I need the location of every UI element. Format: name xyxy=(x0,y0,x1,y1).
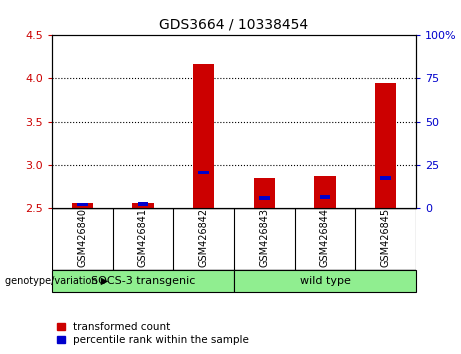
Bar xyxy=(254,178,275,208)
Text: SOCS-3 transgenic: SOCS-3 transgenic xyxy=(91,276,195,286)
Bar xyxy=(380,176,391,180)
Bar xyxy=(375,82,396,208)
Text: GSM426843: GSM426843 xyxy=(260,208,269,267)
Legend: transformed count, percentile rank within the sample: transformed count, percentile rank withi… xyxy=(57,322,248,345)
Bar xyxy=(198,171,209,175)
Bar xyxy=(319,195,331,199)
Bar xyxy=(234,270,416,292)
Bar xyxy=(193,64,214,208)
Text: GSM426841: GSM426841 xyxy=(138,208,148,267)
Text: genotype/variation ▶: genotype/variation ▶ xyxy=(5,276,108,286)
Bar xyxy=(77,202,88,206)
Bar xyxy=(72,203,93,208)
Text: GSM426842: GSM426842 xyxy=(199,208,209,267)
Bar xyxy=(314,176,336,208)
Bar xyxy=(259,196,270,200)
Text: GSM426844: GSM426844 xyxy=(320,208,330,267)
Bar xyxy=(52,270,234,292)
Text: GSM426840: GSM426840 xyxy=(77,208,87,267)
Text: GSM426845: GSM426845 xyxy=(381,208,390,267)
Bar xyxy=(137,202,148,206)
Text: wild type: wild type xyxy=(300,276,350,286)
Title: GDS3664 / 10338454: GDS3664 / 10338454 xyxy=(160,17,308,31)
Bar xyxy=(132,203,154,208)
